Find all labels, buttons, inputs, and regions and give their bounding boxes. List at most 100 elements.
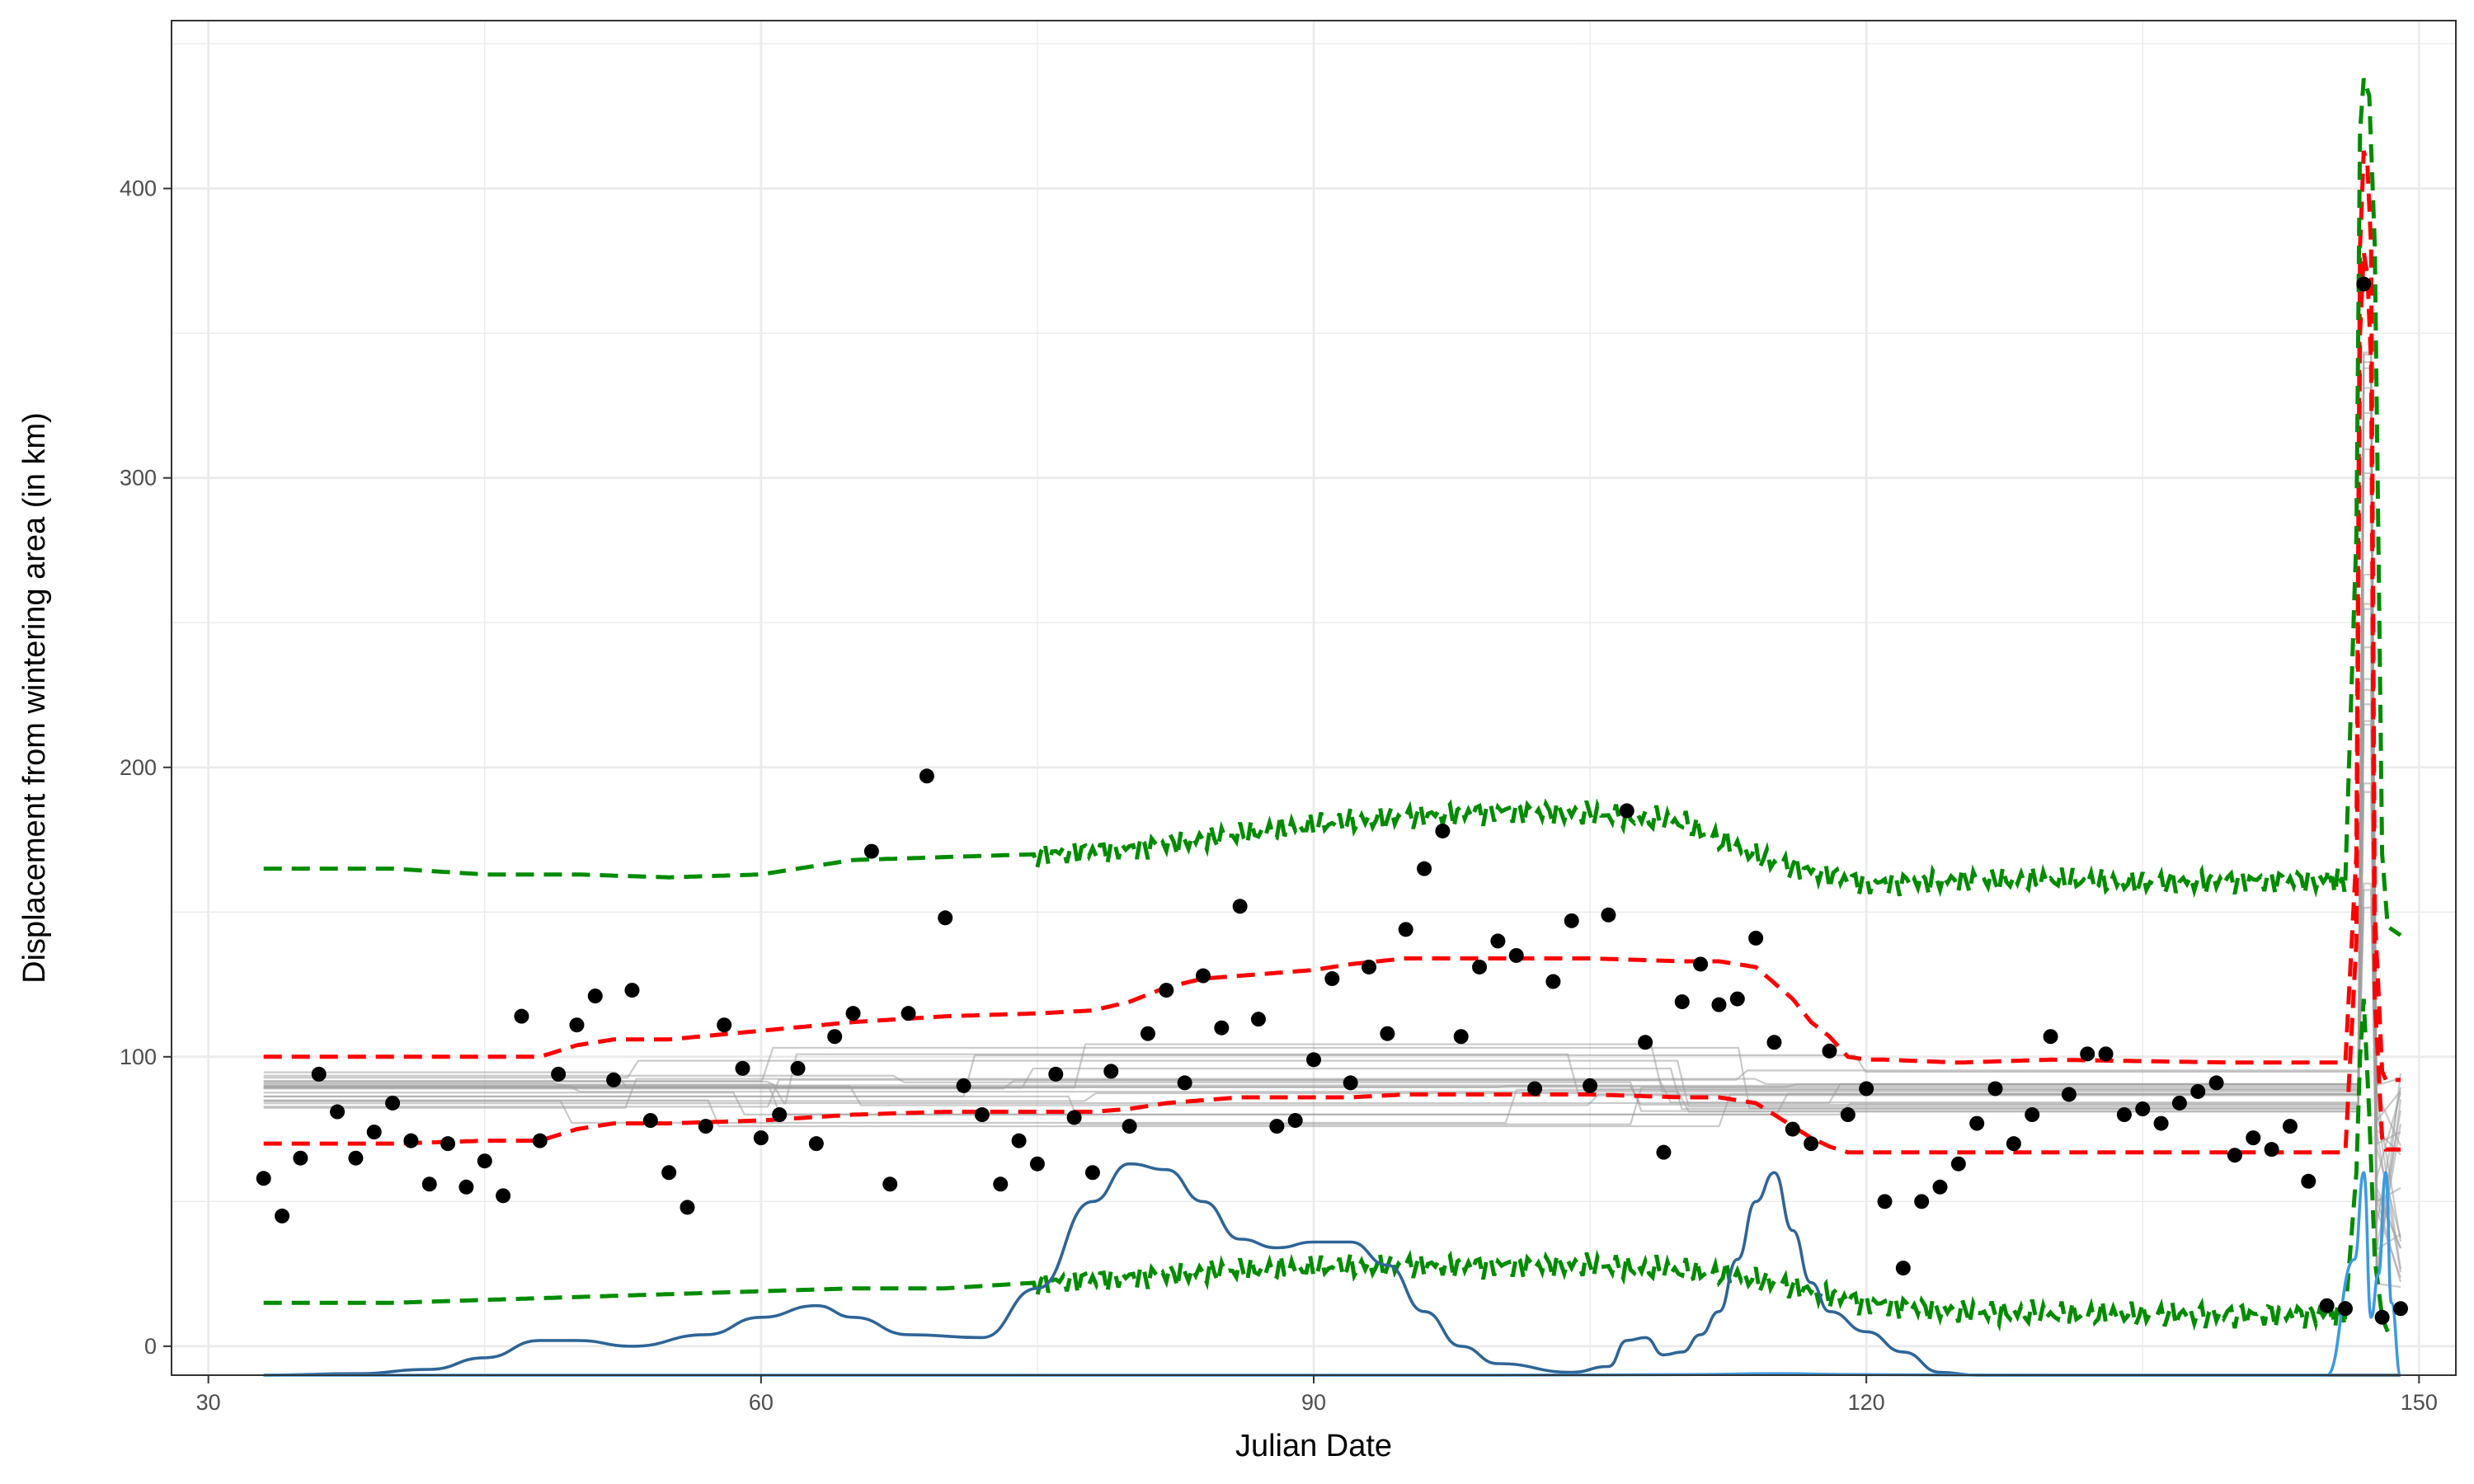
data-point [1011, 1133, 1027, 1148]
data-point [1195, 968, 1211, 984]
data-point [2356, 276, 2372, 292]
data-point [1895, 1261, 1911, 1276]
data-point [1324, 971, 1340, 987]
data-point [1066, 1110, 1082, 1125]
data-point [1583, 1078, 1598, 1093]
data-point [1601, 907, 1616, 923]
data-point [606, 1072, 622, 1087]
y-axis-title: Displacement from wintering area (in km) [17, 412, 52, 984]
data-point [1564, 913, 1579, 928]
data-point [1287, 1113, 1303, 1129]
data-point [2246, 1130, 2261, 1146]
data-point [1140, 1026, 1155, 1041]
data-point [1435, 823, 1451, 838]
data-point [2043, 1029, 2058, 1045]
data-point [1453, 1029, 1469, 1045]
data-point [1250, 1012, 1266, 1027]
data-point [2392, 1301, 2408, 1317]
data-point [421, 1176, 437, 1192]
data-point [901, 1006, 916, 1021]
data-point [1417, 861, 1432, 876]
data-point [1619, 803, 1634, 819]
data-point [2301, 1173, 2316, 1189]
data-point [477, 1153, 492, 1169]
data-point [2171, 1095, 2187, 1111]
data-point [1969, 1115, 1985, 1131]
data-point [735, 1060, 750, 1076]
data-point [717, 1017, 732, 1033]
data-point [1932, 1179, 1948, 1195]
data-point [1103, 1064, 1119, 1079]
data-point [2098, 1046, 2114, 1062]
data-point [1950, 1156, 1966, 1172]
data-point [366, 1125, 382, 1140]
data-point [642, 1113, 658, 1129]
data-point [2282, 1119, 2298, 1134]
data-point [1362, 959, 1377, 974]
x-tick-label: 60 [749, 1390, 774, 1415]
data-point [496, 1188, 511, 1204]
data-point [827, 1029, 843, 1045]
data-point [790, 1060, 806, 1076]
data-point [348, 1150, 364, 1166]
red-band-line [263, 150, 2401, 1082]
y-tick-label: 300 [120, 466, 157, 491]
data-point [2337, 1301, 2353, 1317]
data-point [256, 1171, 271, 1186]
data-point [1766, 1035, 1782, 1050]
data-point [569, 1017, 585, 1033]
data-point [1122, 1119, 1137, 1134]
data-point [1729, 991, 1745, 1007]
data-point [1232, 899, 1248, 914]
data-point [993, 1176, 1009, 1192]
data-point [863, 843, 879, 859]
data-point [1490, 933, 1506, 949]
data-point [661, 1165, 677, 1181]
data-point [753, 1130, 769, 1146]
data-point [624, 983, 640, 998]
data-point [532, 1133, 548, 1148]
data-point [2153, 1115, 2169, 1131]
data-point [551, 1066, 567, 1082]
x-tick-label: 90 [1301, 1390, 1326, 1415]
data-point [1343, 1075, 1358, 1091]
data-point [1785, 1121, 1800, 1137]
data-point [1711, 997, 1727, 1012]
data-point [974, 1107, 990, 1123]
data-point [311, 1066, 327, 1082]
data-point [1159, 983, 1174, 998]
x-tick-label: 30 [196, 1390, 221, 1415]
y-tick-label: 0 [144, 1334, 157, 1359]
data-point [2208, 1075, 2224, 1091]
y-tick-label: 400 [120, 176, 157, 201]
data-point [2319, 1298, 2335, 1313]
data-point [275, 1208, 290, 1223]
data-point [1214, 1020, 1230, 1036]
data-point [1693, 956, 1709, 972]
density-curve-dark [263, 1162, 2401, 1377]
data-point [1084, 1165, 1100, 1181]
data-point [587, 989, 603, 1004]
data-point [1029, 1156, 1045, 1172]
data-point [1380, 1026, 1395, 1041]
y-tick-label: 100 [120, 1045, 157, 1069]
data-point [808, 1136, 824, 1152]
data-point [1472, 959, 1488, 974]
x-axis-title: Julian Date [1235, 1429, 1392, 1463]
data-point [2190, 1083, 2206, 1099]
data-point [698, 1119, 713, 1134]
data-point [1269, 1119, 1285, 1134]
data-point [1527, 1081, 1543, 1097]
data-point [1545, 974, 1561, 989]
data-point [403, 1133, 419, 1148]
data-point [514, 1008, 529, 1024]
data-point [772, 1107, 788, 1123]
x-tick-label: 150 [2401, 1390, 2438, 1415]
data-point [2061, 1087, 2077, 1102]
data-point [1398, 922, 1413, 937]
data-point [1508, 947, 1524, 963]
data-point [2374, 1309, 2390, 1325]
data-point [1674, 994, 1690, 1010]
y-tick-label: 200 [120, 755, 157, 780]
